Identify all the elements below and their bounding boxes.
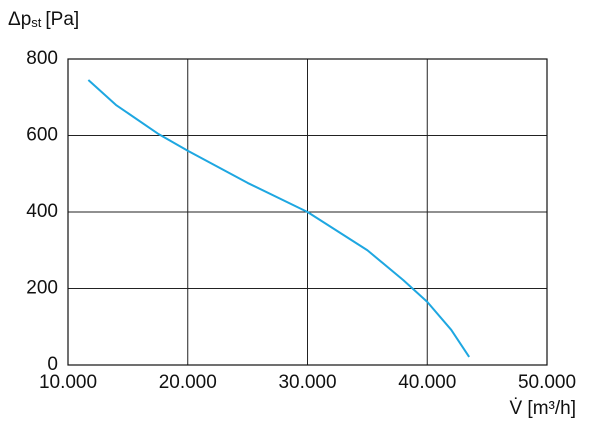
y-tick-label: 600 [26, 125, 58, 146]
curve [87, 79, 470, 358]
x-tick-label: 50.000 [518, 372, 576, 393]
y-label-unit: [Pa] [45, 9, 79, 30]
y-tick-label: 800 [26, 48, 58, 69]
x-axis-title: V̇ [m³/h] [509, 398, 576, 419]
x-tick-label: 10.000 [39, 372, 97, 393]
y-tick-label: 400 [26, 201, 58, 222]
y-label-subscript: st [31, 15, 42, 30]
y-axis-title: Δpst [Pa] [8, 9, 79, 30]
y-tick-label: 200 [26, 278, 58, 299]
x-tick-label: 30.000 [278, 372, 336, 393]
x-tick-label: 20.000 [159, 372, 217, 393]
x-tick-label: 40.000 [398, 372, 456, 393]
plot-frame [67, 58, 548, 366]
y-label-symbol: Δp [8, 9, 31, 30]
y-tick-label: 0 [47, 354, 58, 375]
